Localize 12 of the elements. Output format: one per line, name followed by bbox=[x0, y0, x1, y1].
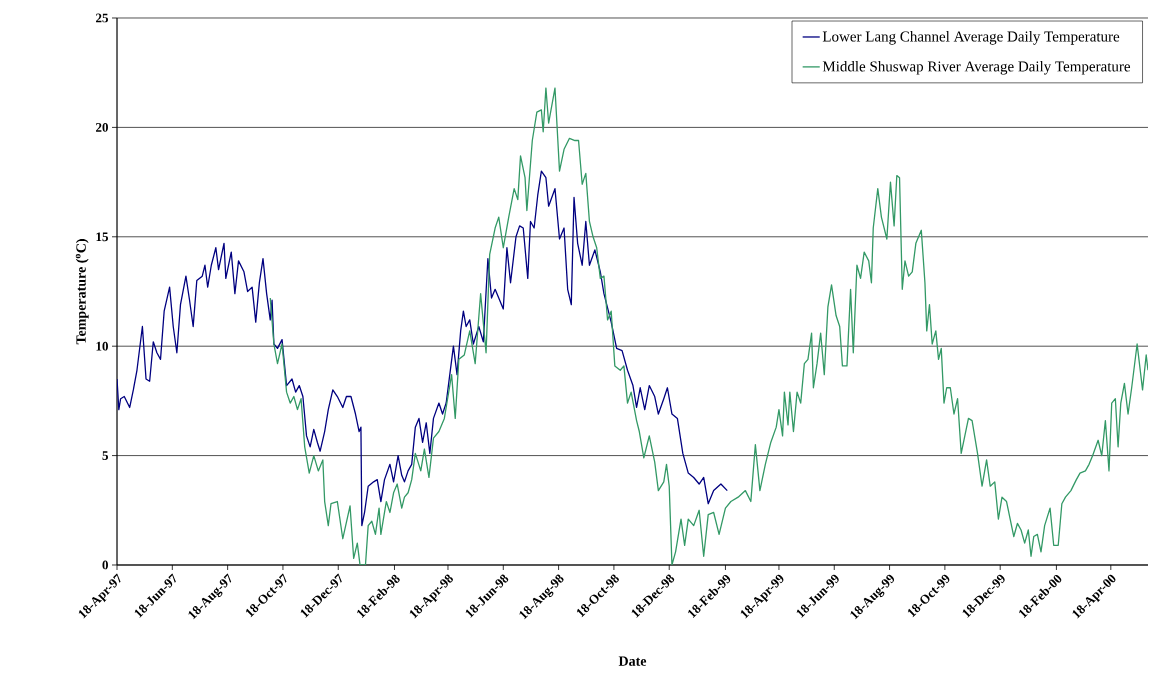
y-tick-label: 5 bbox=[102, 451, 108, 460]
y-tick-label: 10 bbox=[96, 341, 108, 351]
line-series bbox=[269, 87, 1148, 565]
y-tick-label: 20 bbox=[96, 123, 108, 132]
x-axis-title: Date bbox=[618, 656, 647, 666]
y-tick-label: 15 bbox=[96, 232, 108, 242]
legend-label: Middle Shuswap River Average Daily Temperature bbox=[822, 60, 1131, 75]
legend-label: Lower Lang Channel Average Daily Temperature bbox=[822, 31, 1120, 45]
y-tick-label: 0 bbox=[102, 560, 108, 570]
line-series bbox=[117, 170, 728, 527]
y-axis-title: Temperature ($^{o}$C) bbox=[75, 239, 89, 345]
y-tick-label: 25 bbox=[96, 13, 108, 23]
